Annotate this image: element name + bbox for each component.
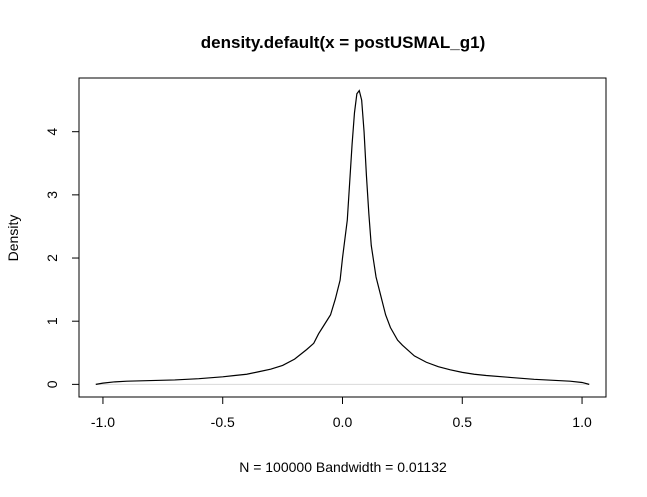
plot-frame — [78, 77, 607, 398]
x-tick-label: 1.0 — [572, 414, 592, 430]
y-tick-label: 1 — [44, 317, 60, 325]
x-tick-label: 0.0 — [333, 414, 353, 430]
y-tick-label: 2 — [44, 254, 60, 262]
x-tick-label: 0.5 — [453, 414, 473, 430]
density-curve-group — [95, 89, 590, 385]
x-axis: -1.0 -0.5 0.0 0.5 1.0 — [91, 396, 592, 430]
chart-title: density.default(x = postUSMAL_g1) — [201, 33, 485, 52]
x-tick-label: -0.5 — [211, 414, 235, 430]
y-axis-label: Density — [5, 215, 21, 262]
y-tick-label: 3 — [44, 191, 60, 199]
density-curve — [95, 89, 590, 385]
x-axis-label: N = 100000 Bandwidth = 0.01132 — [239, 459, 447, 475]
x-tick-label: -1.0 — [91, 414, 115, 430]
y-tick-label: 0 — [44, 380, 60, 388]
y-tick-label: 4 — [44, 128, 60, 136]
y-axis: 0 1 2 3 4 — [44, 128, 80, 388]
